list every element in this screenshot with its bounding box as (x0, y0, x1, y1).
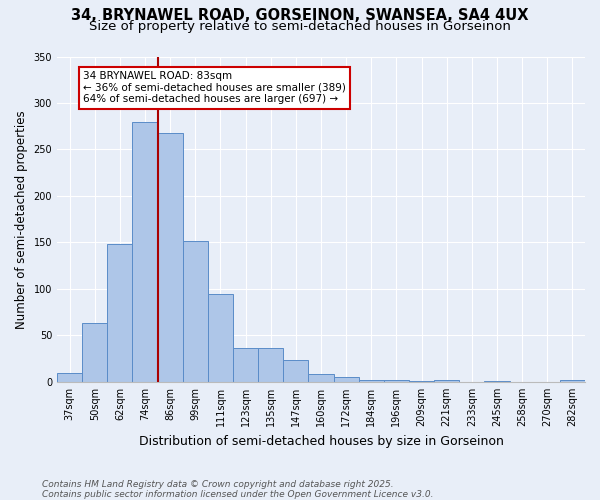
Bar (384, 380, 409, 382)
Bar (57, 372, 82, 382)
X-axis label: Distribution of semi-detached houses by size in Gorseinon: Distribution of semi-detached houses by … (139, 434, 503, 448)
Bar (359, 380, 384, 382)
Y-axis label: Number of semi-detached properties: Number of semi-detached properties (15, 110, 28, 328)
Bar (208, 294, 233, 382)
Text: Size of property relative to semi-detached houses in Gorseinon: Size of property relative to semi-detach… (89, 20, 511, 33)
Bar (233, 348, 258, 382)
Bar (183, 240, 208, 382)
Bar (560, 380, 585, 382)
Text: Contains HM Land Registry data © Crown copyright and database right 2025.
Contai: Contains HM Land Registry data © Crown c… (42, 480, 433, 499)
Bar (334, 378, 359, 382)
Bar (484, 381, 509, 382)
Bar (133, 122, 158, 382)
Bar (158, 132, 183, 382)
Bar (107, 244, 133, 382)
Bar (434, 380, 459, 382)
Bar (258, 348, 283, 382)
Bar (82, 324, 107, 382)
Bar (409, 381, 434, 382)
Text: 34 BRYNAWEL ROAD: 83sqm
← 36% of semi-detached houses are smaller (389)
64% of s: 34 BRYNAWEL ROAD: 83sqm ← 36% of semi-de… (83, 71, 346, 104)
Text: 34, BRYNAWEL ROAD, GORSEINON, SWANSEA, SA4 4UX: 34, BRYNAWEL ROAD, GORSEINON, SWANSEA, S… (71, 8, 529, 22)
Bar (308, 374, 334, 382)
Bar (283, 360, 308, 382)
